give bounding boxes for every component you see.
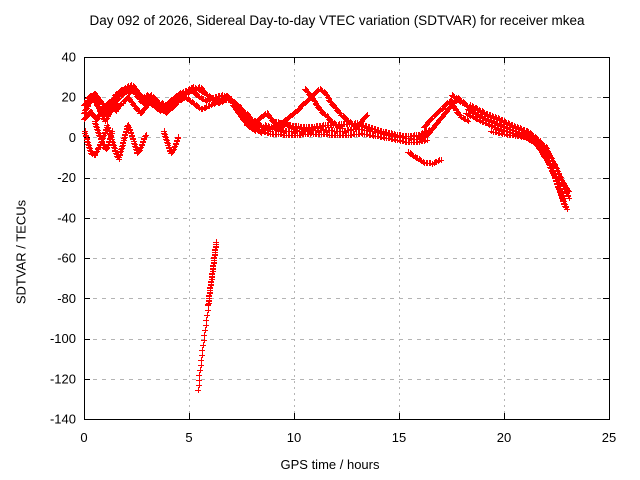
data-points [81,82,572,393]
y-tick-label: 20 [62,90,76,105]
y-tick-label: -40 [57,210,76,225]
x-tick-label: 5 [185,430,192,445]
x-axis-label: GPS time / hours [280,457,380,472]
y-axis-label: SDTVAR / TECUs [13,199,29,305]
x-tick-label: 15 [392,430,406,445]
x-tick-label: 25 [602,430,616,445]
x-tick-label: 20 [497,430,511,445]
tick-labels: 0 5 10 15 20 25 40 20 0 -20 -40 -60 -80 -100 -120 -140 [50,50,616,446]
y-tick-label: -60 [57,251,76,266]
x-tick-label: 0 [80,430,87,445]
y-tick-label: -80 [57,291,76,306]
y-tick-label: 0 [69,130,76,145]
y-tick-label: -140 [50,412,76,427]
y-tick-label: -20 [57,170,76,185]
y-tick-label: 40 [62,50,76,65]
y-tick-label: -120 [50,371,76,386]
chart-title: Day 092 of 2026, Sidereal Day-to-day VTE… [89,13,585,28]
x-tick-label: 10 [287,430,301,445]
y-tick-label: -100 [50,331,76,346]
plot-border [84,57,610,420]
